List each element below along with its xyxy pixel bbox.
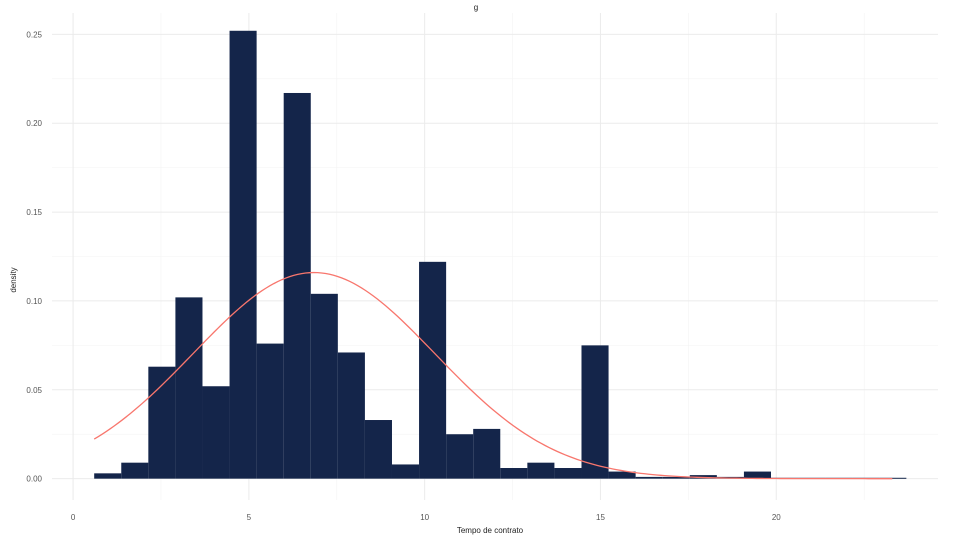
histogram-bar: [94, 473, 122, 479]
normal-density-curve: [93, 271, 893, 480]
histogram-bar: [364, 420, 392, 479]
histogram-bar: [635, 476, 663, 479]
histogram-bar: [662, 476, 690, 479]
histogram-bar: [419, 261, 447, 479]
histogram-bar: [608, 471, 636, 479]
histogram-bar: [554, 468, 582, 479]
histogram-bar: [148, 366, 176, 479]
histogram-bar: [256, 343, 284, 479]
x-tick-label: 10: [420, 513, 429, 522]
y-tick-label: 0.20: [26, 119, 42, 128]
histogram-bar: [229, 30, 257, 479]
histogram-bar: [391, 464, 420, 479]
y-tick-label: 0.25: [26, 30, 42, 39]
histogram-bar: [500, 468, 528, 479]
histogram-bar: [121, 462, 149, 479]
histogram-bar: [446, 434, 474, 479]
y-tick-label: 0.10: [26, 297, 42, 306]
x-tick-label: 5: [247, 513, 252, 522]
histogram-bar: [743, 471, 771, 479]
histogram-bar: [283, 92, 311, 479]
y-axis-title: density: [9, 267, 18, 292]
x-tick-label: 20: [772, 513, 781, 522]
x-axis-title: Tempo de contrato: [457, 526, 524, 535]
y-tick-label: 0.05: [26, 386, 42, 395]
histogram-bar: [879, 477, 907, 479]
histogram-bar: [310, 293, 338, 479]
y-tick-label: 0.00: [26, 475, 42, 484]
histogram-bar: [202, 386, 230, 479]
histogram-bar: [337, 352, 365, 479]
x-axis-ticks: 0 5 10 15 20: [71, 513, 781, 522]
density-curve-group: [93, 271, 893, 480]
x-tick-label: 0: [71, 513, 76, 522]
histogram-bar: [581, 345, 609, 479]
x-tick-label: 15: [596, 513, 605, 522]
y-tick-label: 0.15: [26, 208, 42, 217]
y-axis-ticks: 0.00 0.05 0.10 0.15 0.20 0.25: [26, 30, 42, 483]
histogram-bars: [94, 30, 907, 479]
histogram-bar: [175, 297, 203, 479]
histogram-bar: [473, 428, 501, 479]
histogram-bar: [527, 462, 555, 479]
chart-title: g: [474, 3, 478, 12]
